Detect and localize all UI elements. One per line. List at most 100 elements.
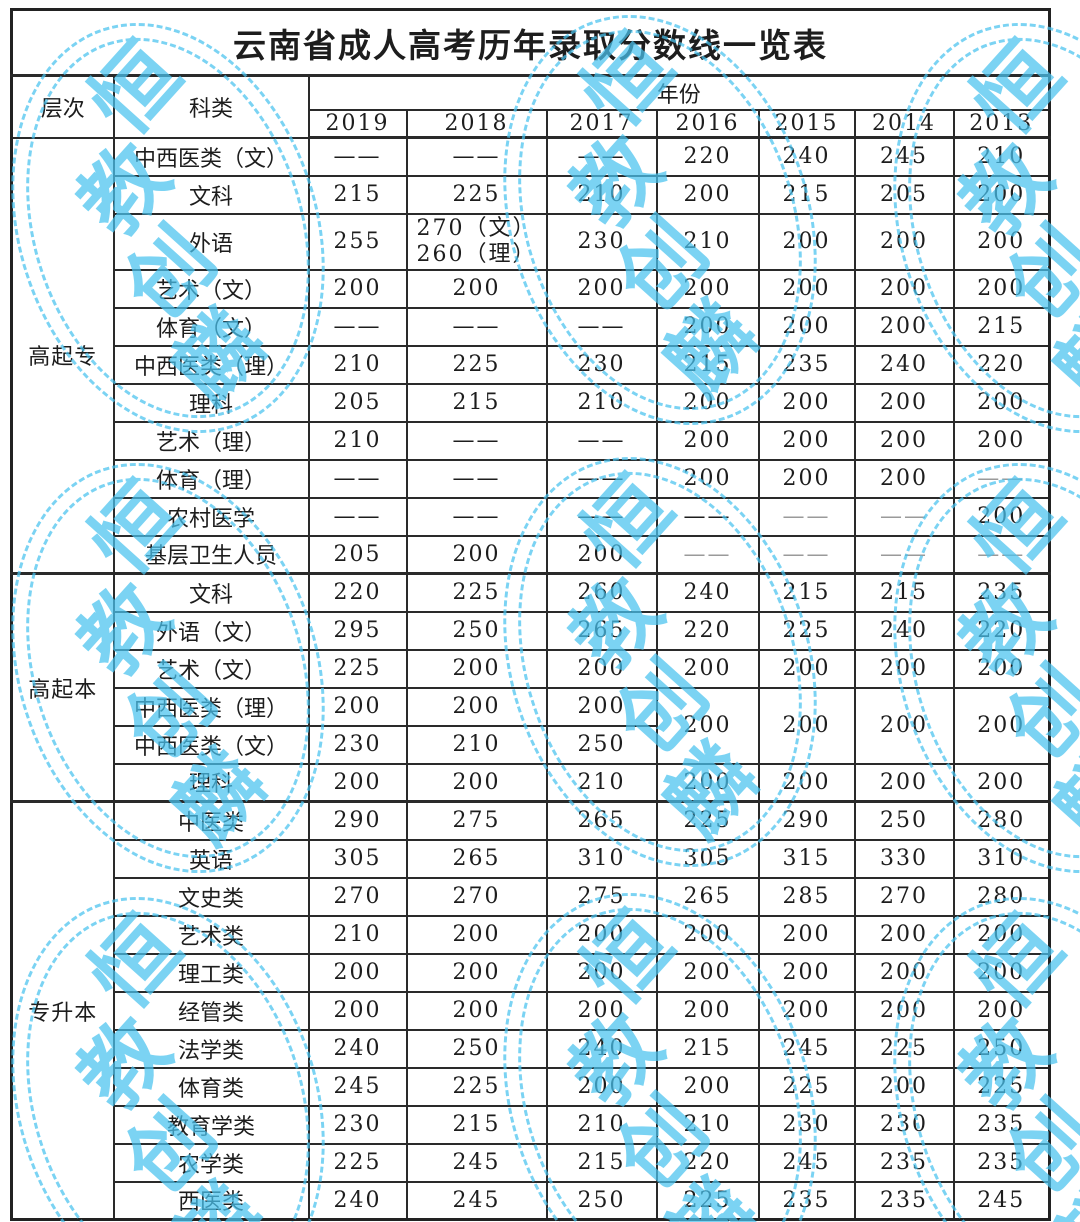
level-cell: 专升本 <box>10 800 115 1221</box>
title-row: 云南省成人高考历年录取分数线一览表 <box>10 8 1051 77</box>
score-cell: 200 <box>757 648 856 689</box>
col-header-year-2015: 2015 <box>757 109 856 139</box>
score-cell: 200 <box>307 268 408 309</box>
score-cell: 270 <box>307 876 408 917</box>
score-cell: —— <box>405 458 548 499</box>
score-cell: 200 <box>655 174 760 215</box>
score-cell: 240 <box>853 344 955 385</box>
score-cell: 200 <box>655 762 760 803</box>
score-cell: 215 <box>757 572 856 613</box>
score-cell: 270 <box>405 876 548 917</box>
score-cell: 245 <box>853 136 955 177</box>
table-row: 理科 205 215 210 200 200 200 200 <box>12 382 1051 423</box>
score-cell: 200 <box>952 914 1051 955</box>
score-cell: 225 <box>655 1180 760 1221</box>
score-cell: 200 <box>757 420 856 461</box>
score-cell: 330 <box>853 838 955 879</box>
score-cell: 200 <box>405 686 548 727</box>
category-cell: 教育学类 <box>112 1104 310 1145</box>
category-cell: 文科 <box>112 572 310 613</box>
score-cell: 200 <box>405 990 548 1031</box>
score-cell: —— <box>405 136 548 177</box>
score-cell: 200 <box>545 648 658 689</box>
score-cell: —— <box>307 306 408 347</box>
score-cell: 215 <box>405 1104 548 1145</box>
score-cell: —— <box>757 496 856 537</box>
category-cell: 文科 <box>112 174 310 215</box>
table-row: 教育学类 230 215 210 210 230 230 235 <box>12 1104 1051 1145</box>
score-cell: 200 <box>853 648 955 689</box>
score-cell: 220 <box>952 344 1051 385</box>
score-cell: 225 <box>405 174 548 215</box>
score-cell: 200 <box>655 686 760 765</box>
score-cell: 205 <box>307 382 408 423</box>
score-cell: 200 <box>757 382 856 423</box>
score-cell: 225 <box>952 1066 1051 1107</box>
score-cell: 200 <box>655 306 760 347</box>
score-cell: 250 <box>405 1028 548 1069</box>
score-cell: 200 <box>545 914 658 955</box>
score-cell: 290 <box>307 800 408 841</box>
table-row: 艺术（文） 225 200 200 200 200 200 200 <box>12 648 1051 689</box>
score-cell: 200 <box>952 648 1051 689</box>
score-cell: 200 <box>655 458 760 499</box>
score-cell: —— <box>405 496 548 537</box>
score-cell: —— <box>952 534 1051 575</box>
category-cell: 文史类 <box>112 876 310 917</box>
score-cell: 245 <box>307 1066 408 1107</box>
table-row: 高起专 中西医类（文） —— —— —— 220 240 245 210 <box>10 136 1051 575</box>
table-row: 西医类 240 245 250 225 235 235 245 <box>12 1180 1051 1221</box>
score-cell: 215 <box>655 1028 760 1069</box>
col-header-category: 科类 <box>112 74 310 139</box>
score-cell: 200 <box>853 420 955 461</box>
score-cell: 235 <box>853 1142 955 1183</box>
score-cell: 220 <box>952 610 1051 651</box>
category-cell: 农村医学 <box>112 496 310 537</box>
score-cell: 210 <box>545 382 658 423</box>
table-row: 理科 200 200 210 200 200 200 200 <box>12 762 1051 803</box>
table-row: 英语 305 265 310 305 315 330 310 <box>12 838 1051 879</box>
table-row: 外语（文） 295 250 265 220 225 240 220 <box>12 610 1051 651</box>
score-cell: 255 <box>307 212 408 271</box>
table-row: 文科 215 225 210 200 215 205 200 <box>12 174 1051 215</box>
col-header-level: 层次 <box>10 74 115 139</box>
score-cell: 210 <box>545 1104 658 1145</box>
score-cell: —— <box>853 496 955 537</box>
score-cell: 245 <box>952 1180 1051 1221</box>
table-row: 艺术（理） 210 —— —— 200 200 200 200 <box>12 420 1051 461</box>
score-cell: 200 <box>757 212 856 271</box>
score-cell: 230 <box>545 344 658 385</box>
score-cell: 200 <box>952 420 1051 461</box>
col-header-year-2013: 2013 <box>952 109 1051 139</box>
score-cell: 250 <box>853 800 955 841</box>
score-cell: 200 <box>545 990 658 1031</box>
score-cell: 215 <box>853 572 955 613</box>
level-cell: 高起专 <box>10 136 115 575</box>
score-cell: 200 <box>307 762 408 803</box>
score-cell: 305 <box>307 838 408 879</box>
category-cell: 理科 <box>112 762 310 803</box>
score-cell: —— <box>405 420 548 461</box>
score-cell: 200 <box>757 686 856 765</box>
score-cell: 210 <box>307 344 408 385</box>
score-cell: 270（文） 260（理） <box>405 212 548 271</box>
score-cell: —— <box>655 496 760 537</box>
score-cell: 240 <box>307 1028 408 1069</box>
score-cell: 280 <box>952 876 1051 917</box>
score-cell: 225 <box>307 648 408 689</box>
category-cell: 中西医类（理） <box>112 686 310 727</box>
score-cell: 220 <box>655 1142 760 1183</box>
score-cell: 240 <box>757 136 856 177</box>
score-cell: 200 <box>952 382 1051 423</box>
score-cell: 200 <box>853 382 955 423</box>
score-cell: 210 <box>307 420 408 461</box>
score-cell: 225 <box>405 572 548 613</box>
score-cell: 265 <box>545 800 658 841</box>
score-cell: 235 <box>952 1142 1051 1183</box>
col-header-year-2019: 2019 <box>307 109 408 139</box>
category-cell: 体育（文） <box>112 306 310 347</box>
score-cell: 200 <box>545 1066 658 1107</box>
score-cell: 200 <box>757 990 856 1031</box>
score-cell: 200 <box>952 496 1051 537</box>
score-cell: 230 <box>757 1104 856 1145</box>
